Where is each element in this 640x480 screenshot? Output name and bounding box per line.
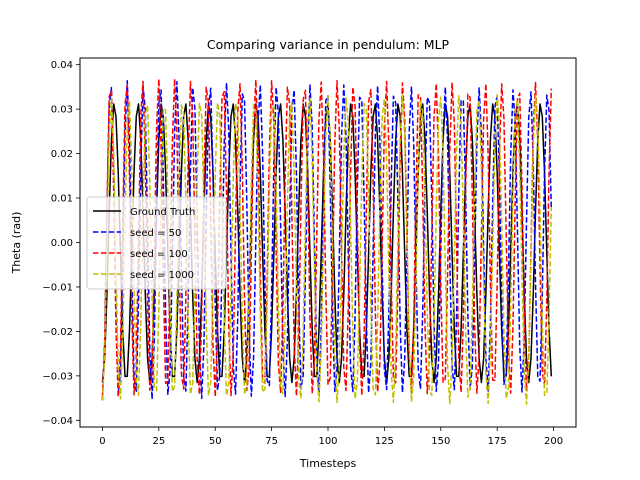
y-tick-label: −0.04 bbox=[42, 416, 73, 427]
chart-title: Comparing variance in pendulum: MLP bbox=[207, 37, 450, 52]
x-tick-label: 25 bbox=[152, 436, 165, 447]
x-tick-label: 125 bbox=[375, 436, 394, 447]
x-tick-label: 75 bbox=[265, 436, 278, 447]
x-tick-label: 200 bbox=[544, 436, 563, 447]
y-tick-label: 0.00 bbox=[51, 238, 73, 249]
y-tick-label: 0.01 bbox=[51, 194, 73, 205]
y-tick-label: −0.03 bbox=[42, 371, 73, 382]
y-tick-label: 0.04 bbox=[51, 60, 73, 71]
legend-box bbox=[86, 196, 227, 290]
series-line-2 bbox=[101, 78, 553, 399]
legend: Ground Truth seed = 50 seed = 100 seed = 10… bbox=[86, 196, 227, 290]
y-axis: −0.04 −0.03 −0.02 −0.01 0.00 0.01 0.02 0.03 0.04 bbox=[42, 60, 80, 427]
y-tick-label: −0.02 bbox=[42, 327, 73, 338]
legend-label: seed = 100 bbox=[130, 249, 188, 260]
legend-label: Ground Truth bbox=[130, 207, 195, 218]
legend-label: seed = 50 bbox=[130, 228, 181, 239]
legend-label: seed = 1000 bbox=[130, 270, 194, 281]
x-tick-label: 0 bbox=[99, 436, 105, 447]
y-axis-label: Theta (rad) bbox=[10, 212, 23, 275]
y-tick-label: 0.03 bbox=[51, 105, 73, 116]
series-line-1 bbox=[101, 80, 553, 401]
x-tick-label: 150 bbox=[431, 436, 450, 447]
x-axis-label: Timesteps bbox=[299, 457, 357, 470]
y-tick-label: −0.01 bbox=[42, 282, 73, 293]
x-tick-label: 50 bbox=[209, 436, 222, 447]
x-tick-label: 175 bbox=[488, 436, 507, 447]
y-tick-label: 0.02 bbox=[51, 149, 73, 160]
x-axis: 0 25 50 75 100 125 150 175 200 bbox=[99, 427, 563, 447]
x-tick-label: 100 bbox=[318, 436, 337, 447]
